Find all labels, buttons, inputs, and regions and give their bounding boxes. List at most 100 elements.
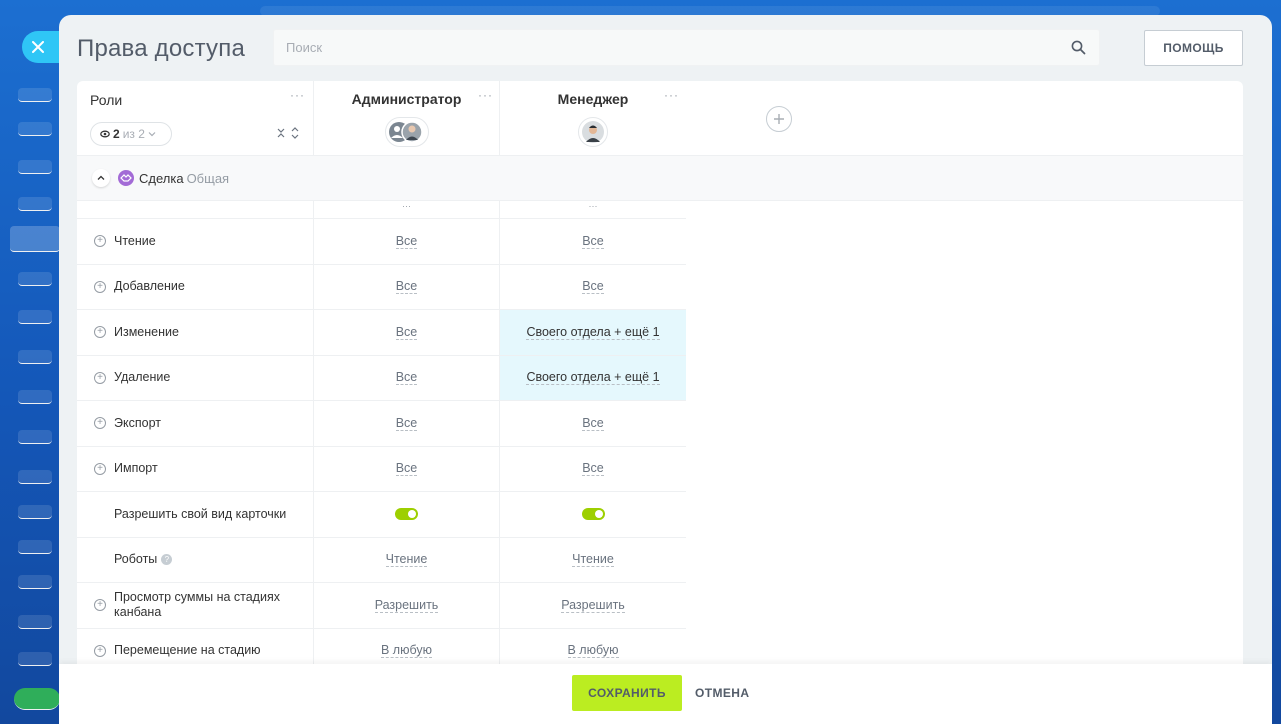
background-sidebar-item bbox=[18, 615, 52, 629]
custom-card-toggle[interactable] bbox=[395, 508, 418, 521]
group-avatar[interactable] bbox=[385, 117, 429, 147]
column-actions-row: ··· ··· bbox=[77, 201, 686, 219]
permission-name-cell: + Экспорт bbox=[77, 401, 314, 446]
expand-plus-icon[interactable]: + bbox=[94, 644, 106, 657]
help-button[interactable]: ПОМОЩЬ bbox=[1144, 30, 1243, 66]
search-input[interactable] bbox=[286, 40, 1069, 55]
permission-value[interactable]: Все bbox=[395, 233, 418, 249]
permission-name-cell: + Просмотр суммы на стадиях канбана bbox=[77, 583, 314, 628]
manager-permission-cell[interactable]: Все bbox=[500, 401, 686, 446]
table-row: + Просмотр суммы на стадиях канбана Разр… bbox=[77, 583, 686, 629]
manager-permission-cell[interactable]: Все bbox=[500, 265, 686, 310]
more-icon[interactable]: ··· bbox=[664, 88, 679, 102]
permission-value[interactable]: Своего отдела + ещё 1 bbox=[526, 324, 660, 340]
section-subtitle: Общая bbox=[186, 171, 230, 186]
permission-value[interactable]: В любую bbox=[381, 643, 432, 659]
page-title: Права доступа bbox=[77, 35, 245, 62]
admin-permission-cell[interactable]: В любую bbox=[314, 628, 500, 664]
more-icon[interactable]: ··· bbox=[314, 201, 500, 219]
permission-value[interactable]: Все bbox=[395, 324, 418, 340]
user-avatar[interactable] bbox=[578, 117, 608, 147]
chevron-up-icon[interactable] bbox=[92, 169, 110, 187]
permission-value[interactable]: Своего отдела + ещё 1 bbox=[526, 370, 660, 386]
admin-permission-cell[interactable]: Все bbox=[314, 219, 500, 264]
close-icon bbox=[32, 41, 44, 53]
expand-plus-icon[interactable]: + bbox=[94, 371, 106, 384]
expand-plus-icon[interactable]: + bbox=[94, 599, 106, 612]
permission-value[interactable]: Все bbox=[582, 461, 604, 477]
roles-title: Роли bbox=[90, 92, 123, 108]
cancel-button[interactable]: ОТМЕНА bbox=[695, 686, 750, 700]
table-row: Роботы? Чтение Чтение bbox=[77, 537, 686, 583]
help-icon[interactable]: ? bbox=[161, 554, 173, 566]
manager-permission-cell[interactable]: Своего отдела + ещё 1 bbox=[500, 310, 686, 355]
admin-permission-cell[interactable]: Чтение bbox=[314, 537, 500, 582]
manager-permission-cell[interactable]: В любую bbox=[500, 629, 686, 665]
admin-permission-cell[interactable]: Все bbox=[314, 355, 500, 400]
table-row: + Импорт Все Все bbox=[77, 446, 686, 492]
more-icon[interactable]: ··· bbox=[290, 88, 305, 102]
admin-permission-cell[interactable]: Все bbox=[314, 446, 500, 491]
permission-label: Изменение bbox=[114, 324, 179, 339]
section-name: Сделка bbox=[139, 171, 184, 186]
background-sidebar-item bbox=[18, 310, 52, 324]
manager-permission-cell[interactable]: Все bbox=[500, 447, 686, 492]
collapse-expand-icon[interactable] bbox=[276, 127, 300, 142]
permission-value[interactable]: Все bbox=[582, 415, 604, 431]
permission-value[interactable]: Все bbox=[395, 461, 418, 477]
handshake-icon bbox=[118, 170, 134, 186]
more-icon[interactable]: ··· bbox=[478, 88, 493, 102]
background-sidebar-item bbox=[18, 430, 52, 444]
background-sidebar-item bbox=[10, 226, 60, 252]
expand-plus-icon[interactable]: + bbox=[94, 326, 106, 339]
permission-label: Роботы bbox=[114, 552, 158, 567]
admin-permission-cell[interactable]: Все bbox=[314, 310, 500, 355]
background-sidebar-item bbox=[18, 160, 52, 174]
manager-permission-cell[interactable]: Своего отдела + ещё 1 bbox=[500, 355, 686, 400]
more-icon[interactable]: ··· bbox=[588, 201, 598, 211]
section-deal: Сделка Общая bbox=[77, 156, 1243, 201]
permission-label: Импорт bbox=[114, 461, 158, 476]
manager-permission-cell[interactable]: Чтение bbox=[500, 538, 686, 583]
permission-value[interactable]: Разрешить bbox=[374, 597, 439, 613]
permission-value[interactable]: Чтение bbox=[572, 552, 614, 568]
permission-value[interactable]: Все bbox=[582, 279, 604, 295]
permission-value[interactable]: Все bbox=[395, 370, 418, 386]
custom-card-toggle[interactable] bbox=[581, 508, 605, 521]
permission-value[interactable]: Все bbox=[582, 233, 604, 249]
permission-value[interactable]: Разрешить bbox=[561, 597, 625, 613]
table-row: + Чтение Все Все bbox=[77, 219, 686, 265]
manager-permission-cell[interactable]: Все bbox=[500, 219, 686, 264]
scrollbar[interactable] bbox=[1264, 81, 1272, 664]
section-title: Сделка Общая bbox=[139, 171, 229, 186]
search-bar[interactable] bbox=[273, 29, 1100, 66]
search-icon[interactable] bbox=[1069, 39, 1087, 57]
roles-filter[interactable]: 2 из 2 bbox=[90, 122, 172, 146]
filter-total: из 2 bbox=[122, 127, 145, 141]
permission-label: Перемещение на стадию bbox=[114, 643, 261, 658]
roles-column-header: Роли ··· 2 из 2 bbox=[77, 81, 314, 156]
role-name: Администратор bbox=[351, 91, 462, 107]
expand-plus-icon[interactable]: + bbox=[94, 280, 106, 293]
admin-permission-cell bbox=[314, 492, 500, 537]
admin-permission-cell[interactable]: Разрешить bbox=[314, 583, 500, 628]
expand-plus-icon[interactable]: + bbox=[94, 235, 106, 248]
expand-plus-icon[interactable]: + bbox=[94, 417, 106, 430]
add-role-button[interactable] bbox=[766, 106, 792, 132]
background-sidebar-item bbox=[18, 122, 52, 136]
chevron-down-icon bbox=[148, 132, 156, 137]
permission-value[interactable]: Чтение bbox=[385, 552, 428, 568]
permission-value[interactable]: Все bbox=[395, 279, 418, 295]
background-header bbox=[260, 6, 1160, 16]
permission-value[interactable]: В любую bbox=[567, 643, 619, 659]
background-sidebar-item bbox=[18, 390, 52, 404]
admin-permission-cell[interactable]: Все bbox=[314, 401, 500, 446]
admin-permission-cell[interactable]: Все bbox=[314, 264, 500, 309]
expand-plus-icon[interactable]: + bbox=[94, 462, 106, 475]
table-row: + Добавление Все Все bbox=[77, 264, 686, 310]
save-button[interactable]: СОХРАНИТЬ bbox=[572, 675, 682, 711]
permission-value[interactable]: Все bbox=[395, 415, 418, 431]
background-sidebar-item bbox=[18, 272, 52, 286]
role-column-admin: Администратор ··· bbox=[314, 81, 500, 156]
manager-permission-cell[interactable]: Разрешить bbox=[500, 583, 686, 628]
